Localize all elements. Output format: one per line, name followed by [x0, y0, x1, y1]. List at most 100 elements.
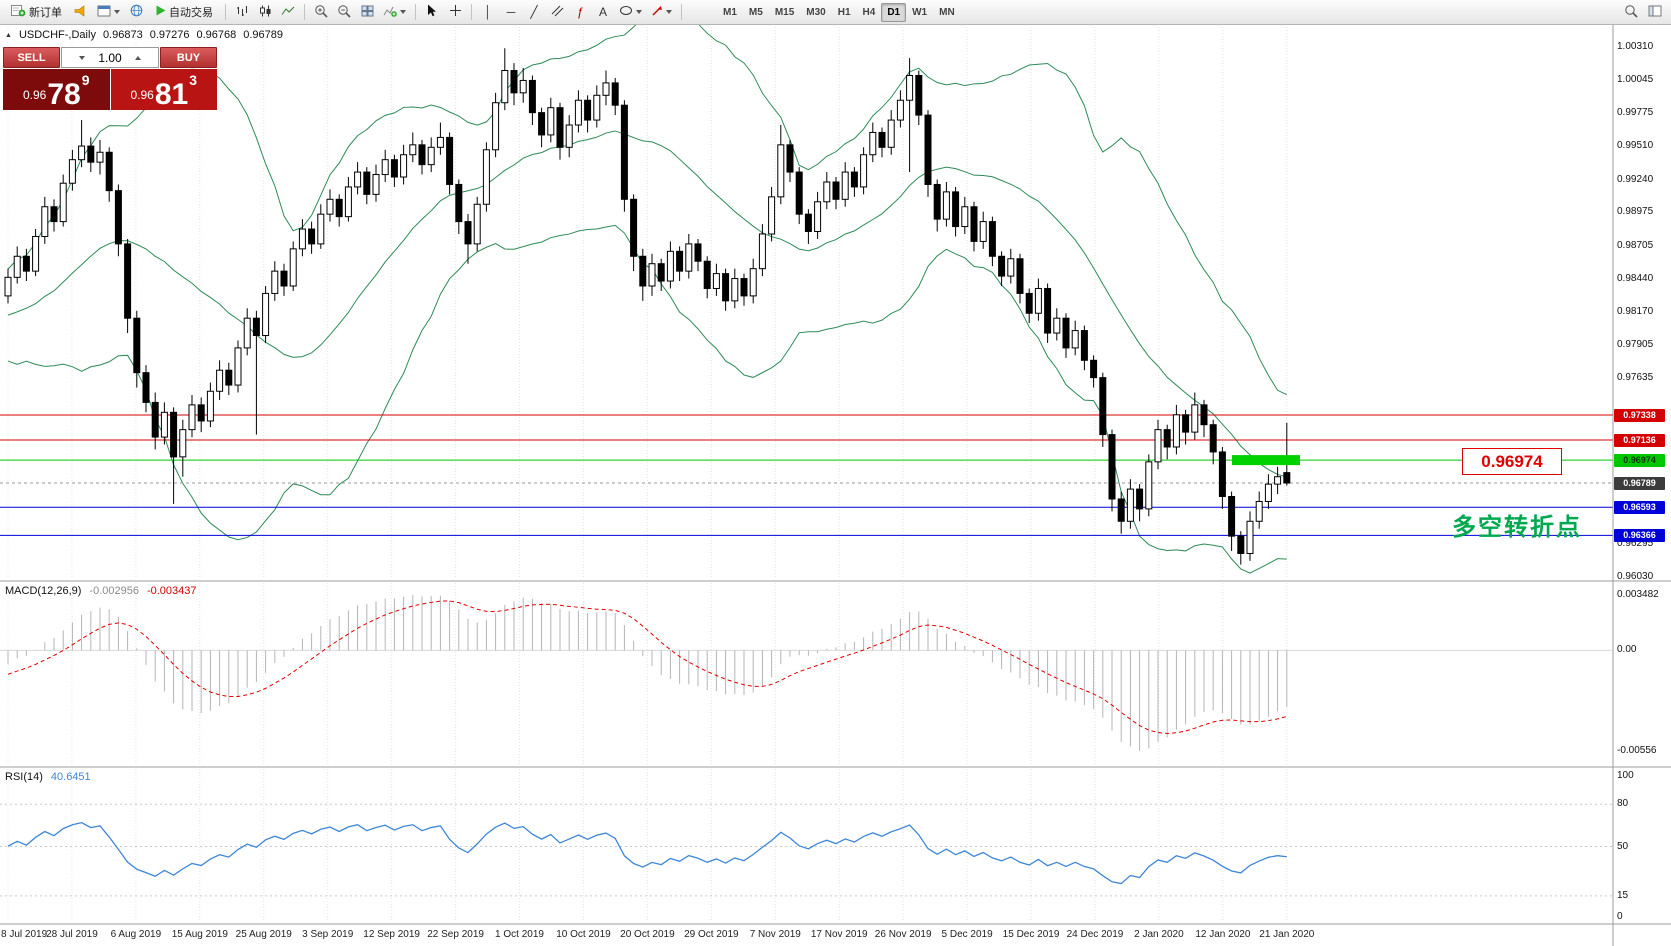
zoom-out-button[interactable] — [333, 2, 355, 23]
toolbar-right-group — [1620, 2, 1666, 23]
bar-chart-icon — [236, 5, 249, 20]
channel-tool-button[interactable] — [546, 2, 568, 23]
new-order-icon — [11, 4, 26, 20]
rsi-value: 40.6451 — [50, 771, 91, 783]
vertical-line-icon: │ — [484, 5, 492, 19]
zoom-in-icon — [314, 4, 328, 21]
sell-price-display[interactable]: 0.96 78 9 — [3, 69, 110, 110]
cursor-tool-button[interactable] — [421, 2, 443, 23]
chevron-down-icon — [666, 10, 672, 14]
volume-decrease-icon[interactable] — [79, 55, 86, 60]
search-button[interactable] — [1620, 2, 1642, 23]
bar-chart-button[interactable] — [231, 2, 253, 23]
tf-d1-button[interactable]: D1 — [881, 2, 907, 22]
profiles-button[interactable] — [125, 2, 147, 23]
macd-main-value: -0.002956 — [89, 585, 139, 597]
chevron-down-icon — [400, 10, 406, 14]
crosshair-icon — [449, 4, 462, 20]
line-chart-button[interactable] — [277, 2, 299, 23]
vertical-line-tool-button[interactable]: │ — [477, 2, 499, 23]
buy-button[interactable]: BUY — [160, 47, 217, 68]
toolbar-separator — [304, 4, 305, 20]
tile-windows-button[interactable] — [356, 2, 378, 23]
arrows-tool-button[interactable] — [647, 2, 676, 23]
cursor-icon — [427, 4, 438, 20]
sell-price-pip: 9 — [81, 72, 90, 88]
tf-mn-button[interactable]: MN — [939, 6, 955, 18]
arrow-marker-icon — [651, 5, 663, 20]
text-tool-button[interactable]: A — [592, 2, 614, 23]
horn-icon — [74, 4, 88, 20]
chevron-down-icon — [114, 10, 120, 14]
tf-m15-button[interactable]: M15 — [774, 6, 795, 18]
globe-icon — [130, 4, 143, 20]
price-callout-box[interactable]: 0.96974 — [1462, 448, 1562, 475]
tf-m30-button[interactable]: M30 — [806, 6, 826, 18]
buy-price-display[interactable]: 0.96 81 3 — [110, 69, 217, 111]
tf-h1-button[interactable]: H1 — [837, 6, 851, 18]
tile-windows-icon — [361, 5, 374, 20]
toolbar-separator — [471, 4, 472, 20]
expand-icon[interactable]: ▲ — [5, 31, 12, 39]
broadcast-button[interactable] — [70, 2, 92, 23]
sell-price-big: 78 — [47, 77, 81, 111]
zoom-out-icon — [337, 4, 351, 21]
ohlc-open: 0.96873 — [102, 29, 143, 41]
fibonacci-icon: ƒ — [576, 5, 584, 19]
text-tool-icon: A — [598, 5, 607, 19]
volume-value: 1.00 — [98, 50, 122, 65]
symbol-period-label: USDCHF-,Daily — [18, 29, 96, 41]
crosshair-tool-button[interactable] — [444, 2, 466, 23]
tf-m1-button[interactable]: M1 — [723, 6, 737, 18]
candlestick-icon — [259, 5, 272, 20]
ohlc-close: 0.96789 — [243, 29, 283, 41]
horizontal-line-icon: ─ — [506, 5, 516, 19]
trendline-icon: ╱ — [530, 5, 538, 19]
indicators-button[interactable] — [379, 2, 410, 23]
macd-signal-value: -0.003437 — [146, 585, 197, 597]
panels-button[interactable] — [1644, 2, 1666, 23]
new-chart-button[interactable] — [93, 2, 124, 23]
horizontal-line-tool-button[interactable]: ─ — [500, 2, 522, 23]
shapes-tool-button[interactable] — [615, 2, 646, 23]
macd-header: MACD(12,26,9) -0.002956 -0.003437 — [5, 585, 197, 597]
macd-label: MACD(12,26,9) — [5, 585, 82, 597]
buy-price-pip: 3 — [189, 72, 198, 88]
toolbar-separator — [225, 4, 226, 20]
channel-icon — [551, 5, 564, 20]
toolbar-separator — [415, 4, 416, 20]
volume-increase-icon[interactable] — [134, 55, 141, 60]
chevron-down-icon — [636, 10, 642, 14]
timeframe-group: M1 M5 M15 M30 H1 H4 D1 W1 MN — [717, 2, 961, 22]
tf-h4-button[interactable]: H4 — [862, 6, 876, 18]
chart-window-icon — [97, 5, 111, 20]
tf-m5-button[interactable]: M5 — [748, 6, 763, 18]
sell-price-prefix: 0.96 — [22, 88, 47, 102]
indicators-icon — [383, 5, 397, 20]
buy-price-prefix: 0.96 — [130, 88, 154, 102]
trendline-tool-button[interactable]: ╱ — [523, 2, 545, 23]
new-order-label: 新订单 — [29, 7, 62, 19]
line-chart-icon — [281, 5, 295, 20]
toolbar-separator — [681, 4, 682, 20]
tf-w1-button[interactable]: W1 — [912, 6, 928, 18]
volume-input[interactable]: 1.00 — [61, 47, 159, 68]
autotrading-button[interactable]: 自动交易 — [148, 2, 220, 23]
rsi-label: RSI(14) — [5, 771, 43, 783]
fibonacci-tool-button[interactable]: ƒ — [569, 2, 591, 23]
ellipse-icon — [619, 5, 633, 19]
toolbar: 新订单 自动交易 — [0, 0, 1671, 25]
sell-button[interactable]: SELL — [3, 47, 60, 68]
zoom-in-button[interactable] — [310, 2, 332, 23]
new-order-button[interactable]: 新订单 — [4, 2, 69, 23]
one-click-trading-panel: SELL 1.00 BUY 0.96 78 9 0.96 81 3 — [3, 47, 217, 110]
ohlc-low: 0.96768 — [196, 29, 237, 41]
panels-icon — [1648, 5, 1662, 20]
candlestick-chart-button[interactable] — [254, 2, 276, 23]
play-icon — [155, 5, 166, 19]
turning-point-note[interactable]: 多空转折点 — [1452, 514, 1582, 541]
search-icon — [1624, 4, 1638, 21]
buy-price-big: 81 — [154, 77, 189, 111]
